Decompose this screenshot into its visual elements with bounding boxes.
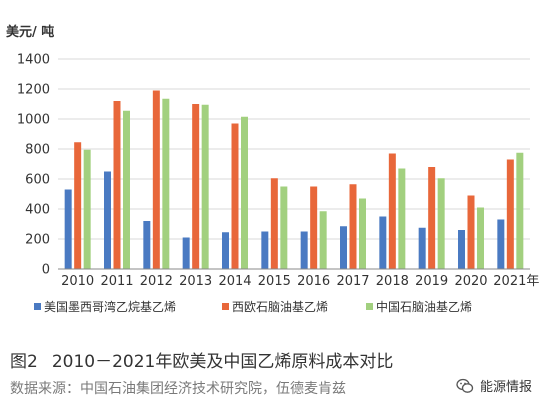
figure-number: 图2: [10, 352, 38, 372]
bar-s1-2021年: [497, 219, 505, 269]
bar-s1-2020: [458, 230, 465, 269]
bar-s1-2013: [182, 237, 190, 269]
bar-s1-2016: [300, 231, 308, 269]
bar-s3-2013: [201, 104, 209, 269]
figure-caption: 图2 2010－2021年欧美及中国乙烯原料成本对比: [10, 347, 393, 372]
bar-s2-2018: [388, 153, 396, 269]
bars: [64, 90, 524, 269]
bar-s3-2010: [83, 149, 91, 269]
figure-title: 2010－2021年欧美及中国乙烯原料成本对比: [51, 352, 394, 372]
y-tick-label: 0: [42, 263, 50, 278]
bar-s3-2014: [241, 116, 248, 269]
bar-s1-2015: [261, 231, 269, 269]
bar-s2-2012: [152, 90, 160, 269]
x-tick-label: 2020: [454, 274, 487, 289]
x-tick-label: 2015: [258, 274, 291, 289]
bar-s3-2019: [437, 178, 445, 269]
bar-s1-2014: [222, 232, 229, 269]
bar-s3-2011: [123, 110, 130, 269]
gridlines: [58, 58, 530, 240]
x-tick-label: 2021年: [493, 274, 539, 289]
bar-s2-2016: [310, 186, 318, 269]
x-tick-label: 2018: [376, 274, 409, 289]
y-tick-label: 400: [25, 203, 50, 218]
y-tick-label: 200: [25, 233, 50, 248]
bar-s3-2015: [280, 186, 288, 269]
bar-s2-2014: [231, 123, 239, 269]
legend-swatch: [366, 303, 373, 310]
x-tick-label: 2014: [218, 274, 251, 289]
legend-label: 西欧石脑油基乙烯: [232, 300, 328, 314]
y-axis-label: 美元/ 吨: [6, 24, 54, 40]
y-tick-label: 1000: [17, 113, 50, 128]
bar-s1-2017: [340, 226, 347, 269]
bar-s1-2012: [143, 221, 151, 269]
bar-s2-2017: [349, 184, 357, 269]
bar-s3-2021年: [516, 152, 524, 269]
x-tick-label: 2012: [140, 274, 173, 289]
legend-label: 中国石脑油基乙烯: [376, 299, 472, 314]
x-tick-labels: 2010 2011 2012 2013 2014 2015 2016 2017 2018 2019…: [61, 274, 539, 289]
bar-s2-2019: [428, 167, 436, 269]
x-tick-label: 2011: [100, 274, 133, 289]
bar-s1-2010: [64, 189, 72, 269]
bar-s2-2010: [74, 142, 82, 269]
y-tick-labels: 0 200 400 600 800 1000 1200 1400: [17, 53, 50, 278]
bar-s3-2016: [319, 211, 327, 269]
y-tick-label: 1200: [17, 83, 50, 98]
x-tick-label: 2013: [179, 274, 212, 289]
legend-label: 美国墨西哥湾乙烷基乙烯: [44, 299, 176, 314]
chart: 美元/ 吨 0 200 400 600 800 1000 1200 1400 2010 2011…: [6, 24, 539, 314]
bar-s1-2018: [379, 216, 387, 269]
bar-s2-2013: [192, 104, 200, 269]
legend: 美国墨西哥湾乙烷基乙烯 西欧石脑油基乙烯 中国石脑油基乙烯: [34, 299, 472, 314]
bar-s1-2019: [418, 227, 426, 269]
bar-s2-2021年: [506, 159, 514, 269]
watermark-text: 能源情报: [480, 380, 533, 395]
bar-s3-2012: [162, 98, 170, 269]
legend-item: 美国墨西哥湾乙烷基乙烯: [34, 299, 176, 314]
bar-s2-2020: [467, 195, 475, 269]
bar-s3-2020: [477, 207, 484, 269]
legend-swatch: [222, 303, 229, 310]
x-tick-label: 2019: [415, 274, 448, 289]
legend-item: 中国石脑油基乙烯: [366, 299, 472, 314]
bar-s3-2017: [359, 198, 366, 269]
bar-s3-2018: [398, 168, 406, 269]
y-tick-label: 600: [25, 173, 50, 188]
watermark: 能源情报: [456, 376, 532, 395]
legend-item: 西欧石脑油基乙烯: [222, 300, 328, 314]
legend-swatch: [34, 303, 41, 310]
source-note: 数据来源：中国石油集团经济技术研究院，伍德麦肯兹: [10, 381, 346, 397]
x-tick-label: 2016: [297, 274, 330, 289]
bar-s1-2011: [104, 171, 111, 269]
bar-s2-2015: [270, 178, 278, 269]
wechat-icon: [456, 378, 474, 393]
x-tick-label: 2017: [336, 274, 369, 289]
y-tick-label: 800: [25, 143, 50, 158]
y-tick-label: 1400: [17, 53, 50, 68]
x-tick-label: 2010: [61, 274, 94, 289]
bar-s2-2011: [113, 101, 121, 269]
